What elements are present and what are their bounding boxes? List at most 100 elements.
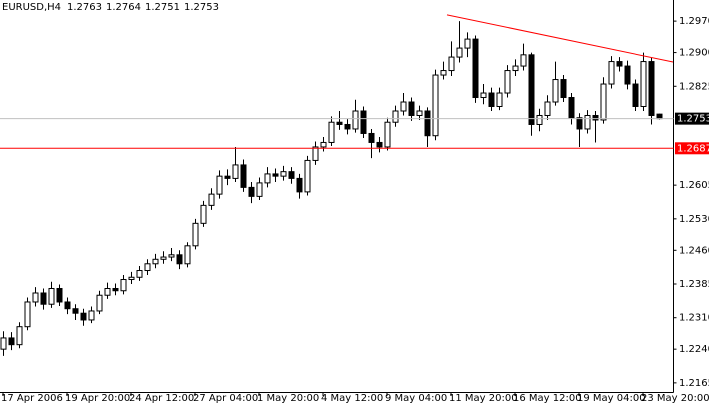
header-open: 1.2763 xyxy=(67,2,102,13)
candle-body xyxy=(128,276,135,281)
candle-body xyxy=(376,141,383,148)
y-tick-label: 1.2530 xyxy=(679,214,709,225)
candle-body xyxy=(496,92,503,108)
candle-body xyxy=(608,61,615,85)
candle-body xyxy=(448,56,455,72)
candle-body xyxy=(528,54,535,125)
candle-body xyxy=(328,121,335,143)
trendline xyxy=(446,14,674,63)
candle-body xyxy=(152,258,159,265)
candle-body xyxy=(56,287,63,303)
candle-body xyxy=(408,101,415,116)
y-tick-label: 1.2605 xyxy=(679,180,709,191)
header-high: 1.2764 xyxy=(106,2,141,13)
x-tick-label: 23 May 20:00 xyxy=(641,393,709,403)
x-tick-label: 19 May 04:00 xyxy=(577,393,646,403)
candle-body xyxy=(24,301,31,328)
candle-body xyxy=(296,177,303,193)
candle-body xyxy=(400,101,407,112)
candle-body xyxy=(0,337,7,350)
current-price-label: 1.2753 xyxy=(677,114,709,125)
candle-body xyxy=(160,256,167,260)
candle-body xyxy=(520,54,527,67)
candle-body xyxy=(40,292,47,305)
candle-body xyxy=(8,337,15,346)
candle-body xyxy=(472,38,479,99)
x-tick-label: 24 Apr 12:00 xyxy=(129,393,194,403)
x-tick-label: 9 May 04:00 xyxy=(385,393,447,403)
candle-body xyxy=(304,159,311,193)
candle-body xyxy=(504,70,511,94)
y-tick-label: 1.2825 xyxy=(679,81,709,92)
y-tick-label: 1.2165 xyxy=(679,378,709,389)
candle-body xyxy=(488,92,495,108)
x-tick-label: 17 Apr 2006 xyxy=(1,393,63,403)
candle-body xyxy=(264,173,271,184)
candle-body xyxy=(592,114,599,121)
y-tick-label: 1.2970 xyxy=(679,16,709,27)
candle-body xyxy=(272,173,279,177)
x-tick-label: 4 May 12:00 xyxy=(321,393,383,403)
candle-body xyxy=(432,74,439,137)
chart-header: EURUSD,H4 1.2763 1.2764 1.2751 1.2753 xyxy=(2,2,219,13)
header-close: 1.2753 xyxy=(184,2,219,13)
candle-body xyxy=(344,123,351,130)
candle-body xyxy=(112,287,119,292)
candle-body xyxy=(280,171,287,177)
support-label-box xyxy=(675,142,709,155)
candle-body xyxy=(536,114,543,125)
candle-body xyxy=(72,308,79,314)
candle-body xyxy=(440,70,447,76)
candle-body xyxy=(320,141,327,148)
x-tick-label: 16 May 12:00 xyxy=(513,393,582,403)
candle-body xyxy=(248,186,255,197)
candle-body xyxy=(88,310,95,321)
candle-body xyxy=(384,121,391,148)
candle-body xyxy=(656,113,663,120)
candle-body xyxy=(352,110,359,130)
candle-body xyxy=(600,83,607,121)
candle-body xyxy=(32,292,39,303)
candle-body xyxy=(632,83,639,108)
candle-body xyxy=(424,110,431,137)
candle-body xyxy=(136,270,143,278)
candle-body xyxy=(640,61,647,108)
y-tick-label: 1.2240 xyxy=(679,344,709,355)
candle-body xyxy=(512,65,519,72)
candle-body xyxy=(120,279,127,292)
candle-body xyxy=(392,110,399,123)
candle-body xyxy=(288,171,295,179)
y-tick-label: 1.2310 xyxy=(679,313,709,324)
candle-body xyxy=(336,121,343,125)
candle-body xyxy=(368,132,375,143)
x-tick-label: 27 Apr 04:00 xyxy=(193,393,258,403)
chart-title: EURUSD,H4 xyxy=(2,2,61,13)
candle-body xyxy=(216,175,223,195)
candle-body xyxy=(184,245,191,265)
candle-body xyxy=(208,193,215,206)
candle-body xyxy=(648,61,655,116)
candle-body xyxy=(96,294,103,312)
x-tick-label: 1 May 20:00 xyxy=(257,393,319,403)
candle-body xyxy=(80,312,87,321)
candle-body xyxy=(168,254,175,258)
candle-body xyxy=(576,117,583,130)
candle-body xyxy=(584,114,591,130)
current-price-box xyxy=(675,112,709,125)
y-tick-label: 1.2460 xyxy=(679,245,709,256)
candle-body xyxy=(552,79,559,103)
candle-body xyxy=(104,287,111,296)
candle-body xyxy=(256,182,263,197)
candle-body xyxy=(360,110,367,134)
candle-body xyxy=(240,164,247,188)
header-low: 1.2751 xyxy=(145,2,180,13)
candle-body xyxy=(48,287,55,305)
candle-body xyxy=(232,164,239,179)
candle-body xyxy=(64,301,71,310)
candle-body xyxy=(464,38,471,49)
candle-body xyxy=(16,326,23,346)
candle-body xyxy=(144,263,151,272)
